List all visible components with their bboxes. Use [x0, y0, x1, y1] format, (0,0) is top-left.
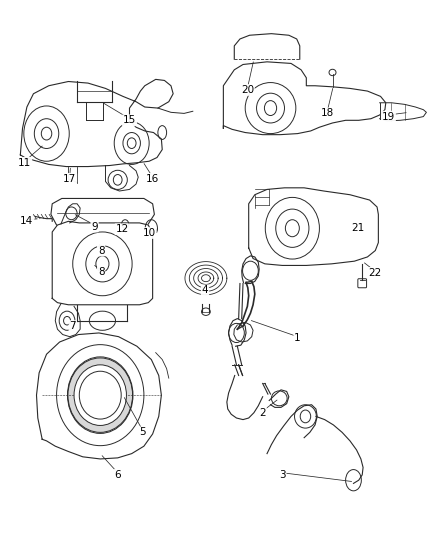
Text: 17: 17	[63, 174, 76, 184]
Text: 16: 16	[146, 174, 159, 184]
Text: 10: 10	[143, 228, 155, 238]
Text: 5: 5	[139, 427, 146, 438]
Text: 11: 11	[18, 158, 32, 168]
Text: 12: 12	[116, 224, 129, 235]
Text: 15: 15	[123, 115, 136, 125]
Text: 1: 1	[294, 333, 301, 343]
Text: 8: 8	[98, 267, 104, 277]
Text: 14: 14	[20, 216, 34, 227]
Text: 6: 6	[114, 470, 121, 480]
Text: 19: 19	[382, 111, 395, 122]
Ellipse shape	[74, 365, 127, 425]
Text: 21: 21	[351, 223, 364, 233]
Text: 2: 2	[259, 408, 266, 418]
Text: 8: 8	[98, 246, 104, 255]
Text: 18: 18	[321, 108, 334, 118]
Text: 4: 4	[202, 286, 208, 295]
Ellipse shape	[68, 358, 133, 432]
Text: 3: 3	[279, 470, 286, 480]
Text: 9: 9	[91, 222, 98, 232]
Text: 22: 22	[369, 268, 382, 278]
Text: 20: 20	[241, 85, 254, 95]
Text: 7: 7	[69, 321, 76, 331]
